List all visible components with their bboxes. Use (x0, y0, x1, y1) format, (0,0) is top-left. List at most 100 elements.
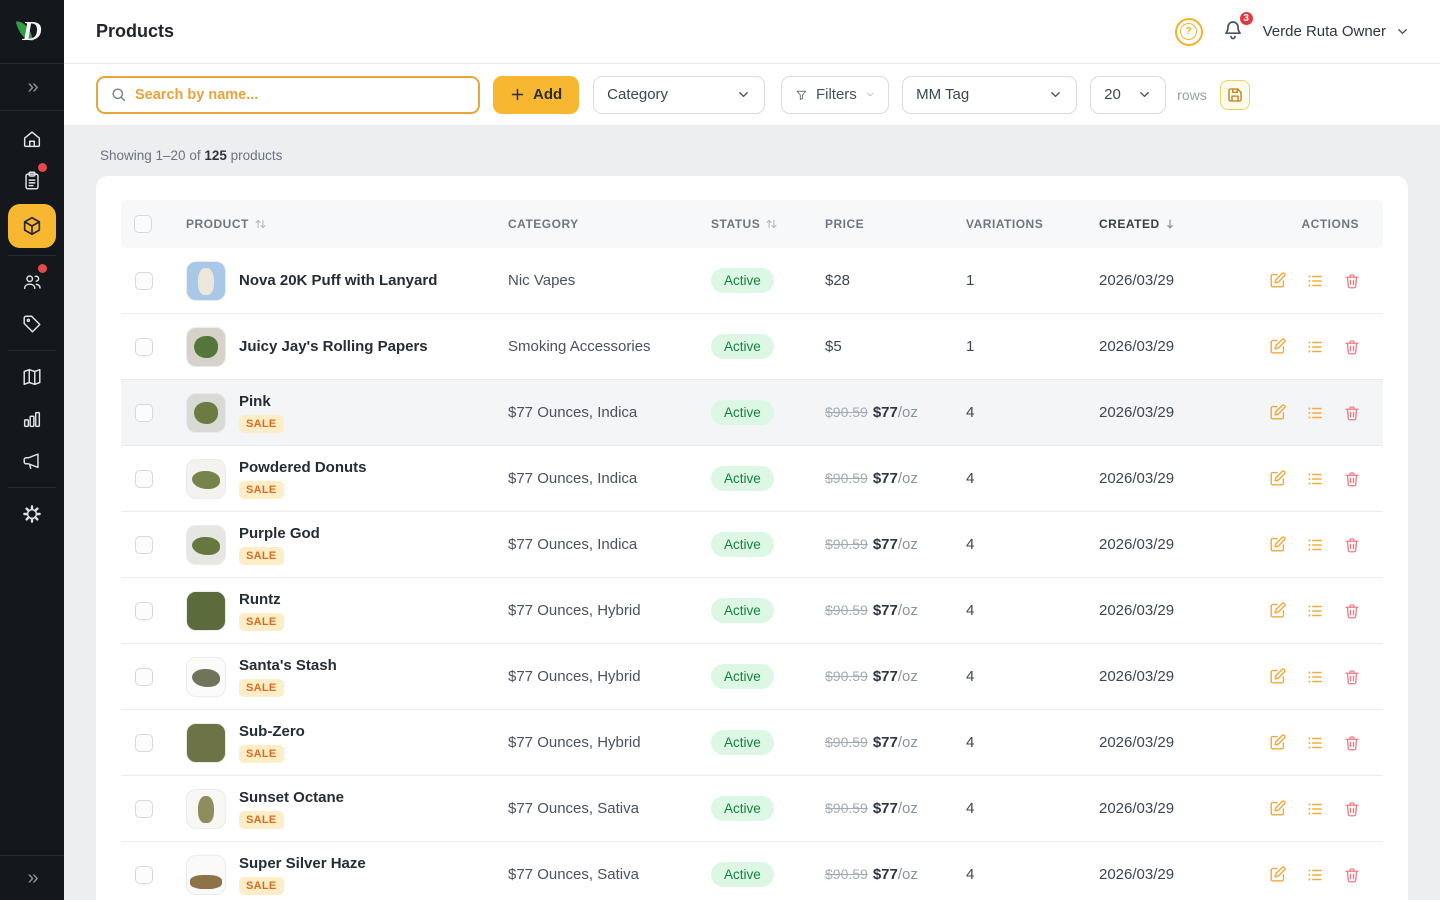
product-category: $77 Ounces, Hybrid (508, 668, 641, 685)
sidebar-item-menus[interactable] (8, 356, 56, 398)
map-icon (23, 368, 41, 386)
edit-button[interactable] (1268, 271, 1287, 290)
status-badge: Active (711, 531, 774, 557)
gear-icon (23, 505, 41, 523)
column-header-price[interactable]: PRICE (825, 217, 865, 231)
edit-button[interactable] (1268, 667, 1287, 686)
variations-list-button[interactable] (1306, 403, 1324, 422)
product-category: $77 Ounces, Indica (508, 404, 638, 421)
product-name[interactable]: Santa's Stash (239, 656, 337, 674)
product-thumbnail (186, 260, 226, 301)
variations-list-button[interactable] (1306, 667, 1324, 686)
edit-button[interactable] (1268, 535, 1287, 554)
user-menu[interactable]: Verde Ruta Owner (1263, 23, 1410, 40)
delete-button[interactable] (1343, 799, 1361, 818)
table-body: Nova 20K Puff with Lanyard Nic Vapes Act… (121, 248, 1383, 900)
created-date: 2026/03/29 (1099, 404, 1175, 421)
row-checkbox[interactable] (135, 469, 153, 488)
brand-logo[interactable]: D (0, 0, 64, 64)
product-name[interactable]: Juicy Jay's Rolling Papers (239, 338, 428, 355)
bullet-list-icon (1308, 605, 1322, 616)
filters-button[interactable]: Filters (781, 75, 890, 114)
sidebar-item-analytics[interactable] (8, 398, 56, 440)
product-name[interactable]: Purple God (239, 524, 320, 542)
column-header-product[interactable]: PRODUCT (186, 217, 508, 231)
sidebar-item-orders[interactable] (8, 160, 56, 202)
column-header-variations[interactable]: VARIATIONS (966, 217, 1044, 231)
delete-button[interactable] (1343, 271, 1361, 290)
trash-icon (1345, 537, 1359, 552)
delete-button[interactable] (1343, 667, 1361, 686)
product-thumbnail (186, 722, 226, 763)
sidebar-item-products[interactable] (8, 204, 56, 248)
delete-button[interactable] (1343, 535, 1361, 554)
sidebar-expand-button[interactable]: » (0, 64, 64, 111)
sidebar-item-home[interactable] (8, 118, 56, 160)
column-header-created[interactable]: CREATED (1099, 217, 1244, 231)
delete-button[interactable] (1343, 403, 1361, 422)
chevron-down-icon (1051, 92, 1061, 97)
product-name[interactable]: Powdered Donuts (239, 458, 367, 476)
edit-button[interactable] (1268, 865, 1287, 884)
product-name[interactable]: Nova 20K Puff with Lanyard (239, 272, 438, 289)
product-name[interactable]: Sub-Zero (239, 722, 305, 740)
category-select[interactable]: Category (593, 75, 766, 114)
edit-button[interactable] (1268, 337, 1287, 356)
clipboard-icon (25, 171, 39, 190)
delete-button[interactable] (1343, 601, 1361, 620)
variations-list-button[interactable] (1306, 865, 1324, 884)
select-all-checkbox[interactable] (134, 215, 152, 233)
edit-pencil-icon (1270, 470, 1286, 486)
search-icon (112, 88, 126, 102)
delete-button[interactable] (1343, 469, 1361, 488)
column-header-category[interactable]: CATEGORY (508, 217, 579, 231)
save-view-button[interactable] (1219, 79, 1250, 110)
row-checkbox[interactable] (135, 271, 153, 290)
row-checkbox[interactable] (135, 403, 153, 422)
delete-button[interactable] (1343, 733, 1361, 752)
mm-tag-select[interactable]: MM Tag (902, 75, 1078, 114)
edit-button[interactable] (1268, 403, 1287, 422)
delete-button[interactable] (1343, 337, 1361, 356)
edit-button[interactable] (1268, 799, 1287, 818)
sidebar-item-tags[interactable] (8, 303, 56, 345)
variations-list-button[interactable] (1306, 271, 1324, 290)
rows-per-page-select[interactable]: 20 (1090, 75, 1167, 114)
content-area: Showing 1–20 of 125 products PRODUCT CAT… (64, 126, 1440, 900)
variations-list-button[interactable] (1306, 337, 1324, 356)
delete-button[interactable] (1343, 865, 1361, 884)
edit-button[interactable] (1268, 733, 1287, 752)
add-product-button[interactable]: Add (493, 75, 580, 114)
current-price: $77 (872, 866, 898, 883)
variations-list-button[interactable] (1306, 799, 1324, 818)
row-checkbox[interactable] (135, 667, 153, 686)
product-name[interactable]: Runtz (239, 590, 281, 608)
variations-list-button[interactable] (1306, 535, 1324, 554)
product-name[interactable]: Super Silver Haze (239, 854, 366, 872)
row-checkbox[interactable] (135, 337, 153, 356)
notifications-button[interactable]: 3 (1217, 10, 1255, 47)
product-name[interactable]: Sunset Octane (239, 788, 345, 806)
sidebar-collapse-button[interactable]: » (0, 855, 64, 900)
search-input[interactable] (135, 86, 466, 103)
help-button[interactable]: ? (1174, 17, 1203, 46)
row-checkbox[interactable] (135, 799, 153, 818)
product-thumbnail (186, 392, 226, 433)
status-badge: Active (711, 597, 774, 623)
edit-button[interactable] (1268, 469, 1287, 488)
variations-list-button[interactable] (1306, 469, 1324, 488)
row-checkbox[interactable] (135, 535, 153, 554)
product-name[interactable]: Pink (239, 392, 271, 410)
row-checkbox[interactable] (135, 733, 153, 752)
variations-list-button[interactable] (1306, 601, 1324, 620)
edit-button[interactable] (1268, 601, 1287, 620)
column-header-status[interactable]: STATUS (711, 217, 825, 231)
sidebar-item-settings[interactable] (8, 493, 56, 535)
sidebar-item-marketing[interactable] (8, 440, 56, 482)
row-checkbox[interactable] (135, 601, 153, 620)
row-checkbox[interactable] (135, 865, 153, 884)
variations-list-button[interactable] (1306, 733, 1324, 752)
sidebar-item-customers[interactable] (8, 261, 56, 303)
edit-pencil-icon (1270, 602, 1286, 618)
sale-badge: SALE (239, 876, 284, 895)
